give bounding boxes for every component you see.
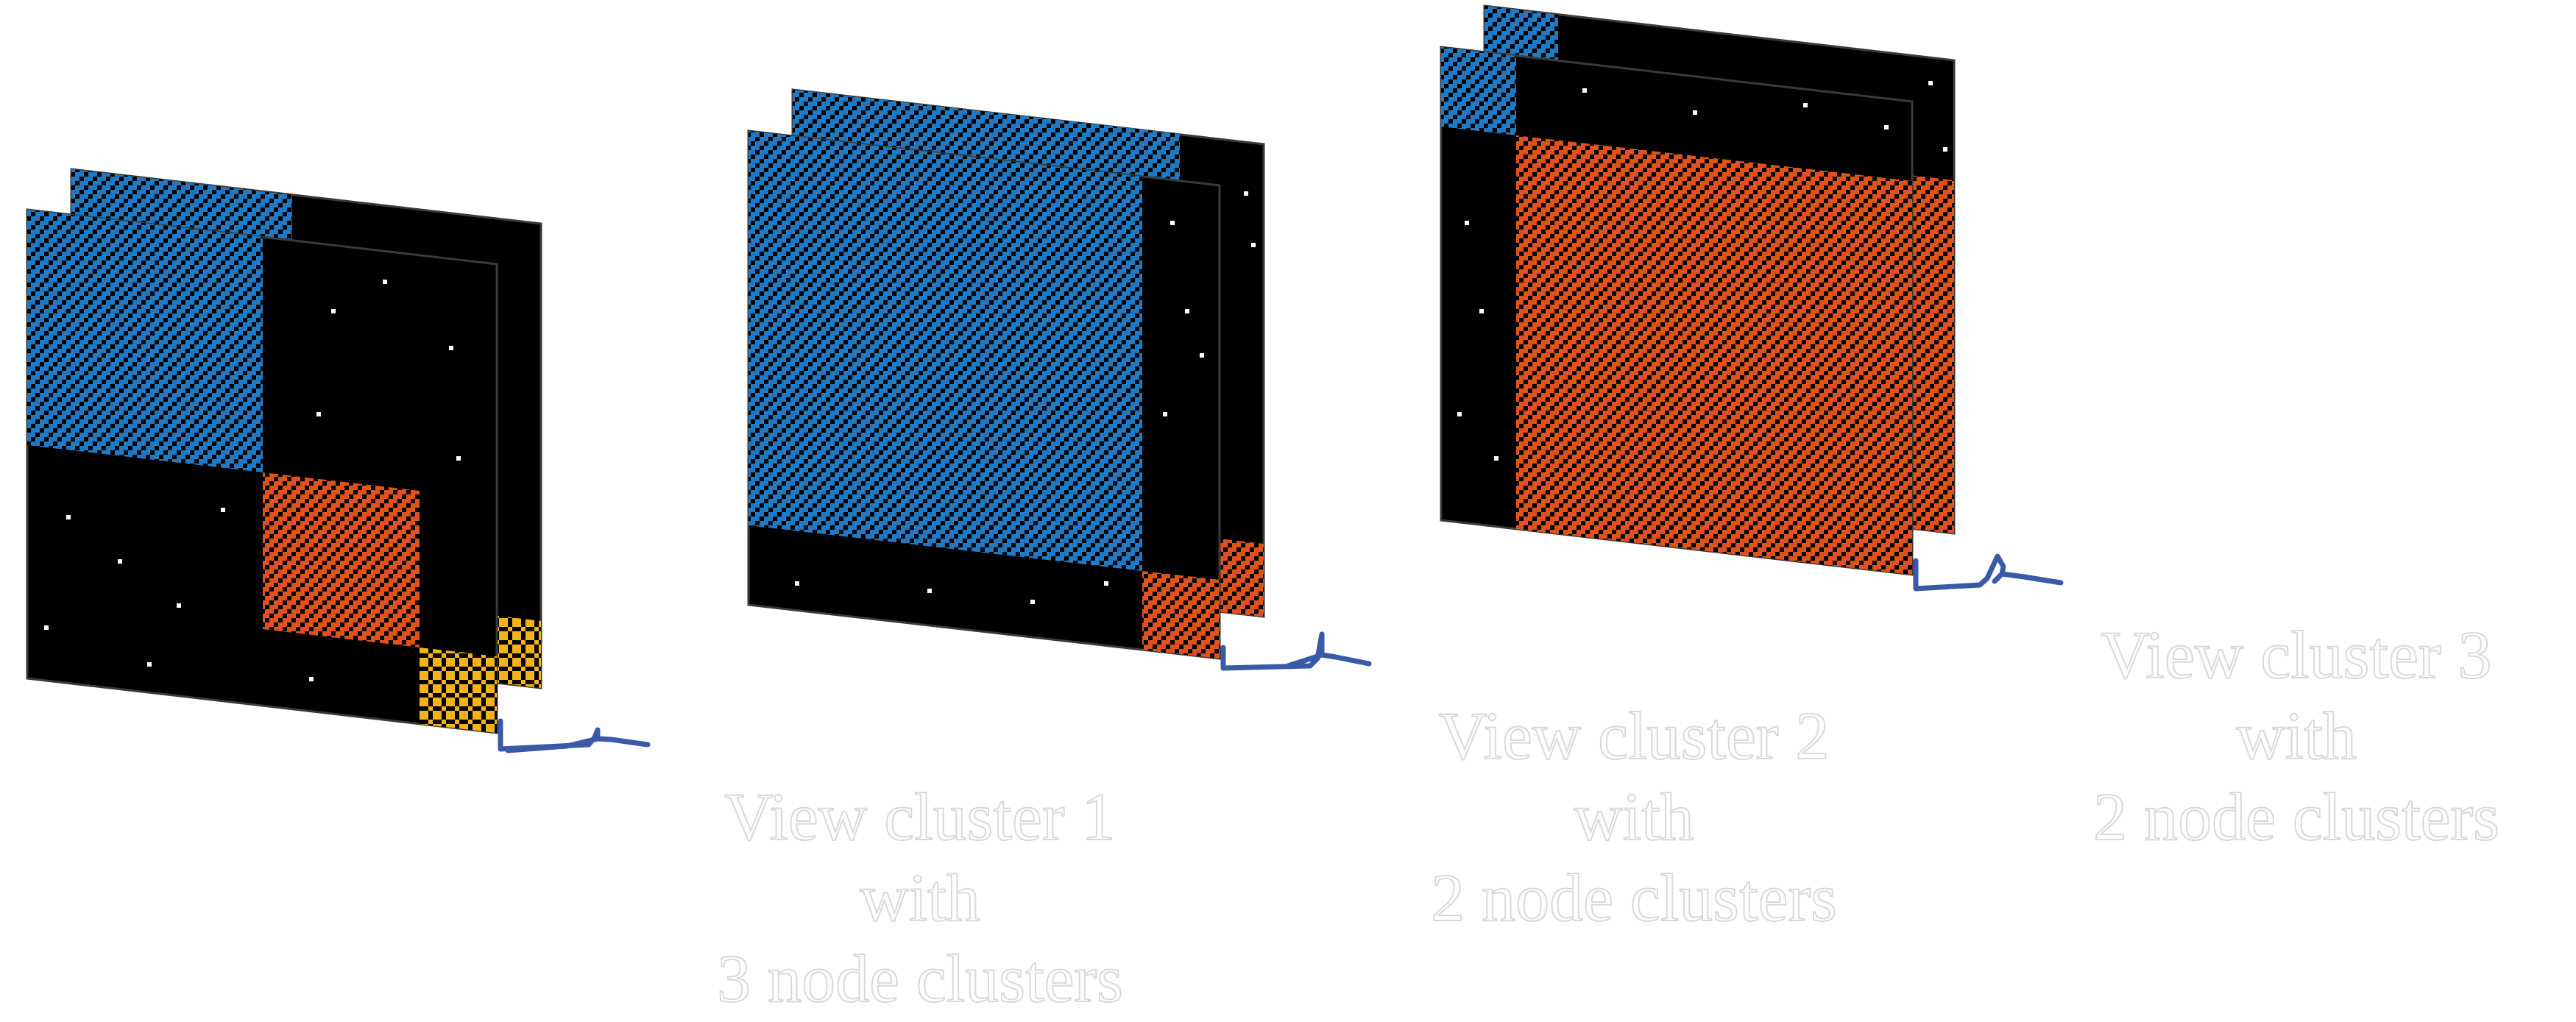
view-cluster-3-stack bbox=[1440, 4, 2064, 592]
view-3-caption-line-3: 2 node clusters bbox=[2092, 778, 2500, 855]
view-3-block-cluster-1 bbox=[1441, 47, 1516, 135]
view-1-block-cluster-2 bbox=[263, 472, 420, 647]
view-2-caption-line-2: with bbox=[1573, 778, 1695, 855]
view-3-caption-line-2: with bbox=[2235, 698, 2357, 774]
view-cluster-2-stack bbox=[747, 88, 1372, 671]
view-2-caption: View cluster 2 with 2 node clusters bbox=[1354, 695, 1914, 938]
view-1-block-cluster-3 bbox=[420, 647, 497, 733]
noise-dots bbox=[44, 81, 1947, 681]
view-2-block-cluster-1 bbox=[749, 131, 1142, 571]
view-1-caption-line-2: with bbox=[859, 859, 981, 936]
view-1-front-layer bbox=[26, 208, 498, 734]
view-3-brace bbox=[1913, 553, 2064, 592]
view-1-caption-line-3: 3 node clusters bbox=[716, 940, 1124, 1017]
view-2-block-cluster-2 bbox=[1142, 571, 1220, 659]
view-2-caption-line-1: View cluster 2 bbox=[1438, 698, 1830, 774]
view-1-caption: View cluster 1 with 3 node clusters bbox=[640, 776, 1200, 1019]
view-3-block-cluster-2 bbox=[1516, 135, 1912, 575]
view-3-caption: View cluster 3 with 2 node clusters bbox=[2017, 614, 2576, 857]
view-1-block-cluster-1 bbox=[27, 210, 263, 472]
view-cluster-1-stack bbox=[26, 168, 651, 753]
view-1-brace bbox=[498, 718, 651, 753]
view-2-brace bbox=[1220, 631, 1372, 671]
view-1-caption-line-1: View cluster 1 bbox=[724, 778, 1117, 855]
view-2-front-layer bbox=[747, 129, 1221, 660]
view-2-caption-line-3: 2 node clusters bbox=[1430, 859, 1838, 936]
view-3-caption-line-1: View cluster 3 bbox=[2101, 617, 2493, 693]
view-3-front-layer bbox=[1440, 46, 1914, 576]
